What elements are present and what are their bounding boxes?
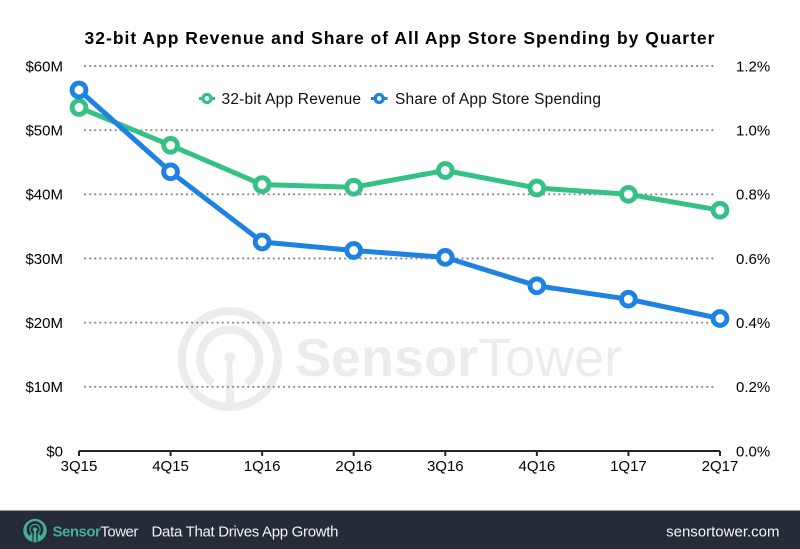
svg-text:1Q17: 1Q17: [610, 458, 647, 475]
svg-text:2Q16: 2Q16: [335, 458, 372, 475]
svg-text:$10M: $10M: [25, 379, 63, 396]
svg-text:4Q15: 4Q15: [152, 458, 189, 475]
svg-text:32-bit App Revenue: 32-bit App Revenue: [222, 91, 362, 108]
svg-text:1.2%: 1.2%: [736, 58, 770, 75]
svg-text:32-bit App Revenue and Share o: 32-bit App Revenue and Share of All App …: [85, 28, 716, 48]
svg-text:$40M: $40M: [25, 187, 63, 204]
svg-text:Share of App Store Spending: Share of App Store Spending: [395, 91, 601, 108]
svg-text:$50M: $50M: [25, 122, 63, 139]
svg-text:sensortower.com: sensortower.com: [666, 524, 779, 541]
svg-text:$60M: $60M: [25, 58, 63, 75]
svg-text:Data That Drives App Growth: Data That Drives App Growth: [152, 523, 339, 540]
svg-text:4Q16: 4Q16: [519, 458, 556, 475]
svg-text:SensorTower: SensorTower: [53, 523, 139, 540]
svg-text:0.8%: 0.8%: [736, 187, 770, 204]
svg-text:SensorTower: SensorTower: [295, 328, 622, 388]
svg-text:2Q17: 2Q17: [702, 458, 739, 475]
svg-text:$20M: $20M: [25, 315, 63, 332]
svg-text:3Q15: 3Q15: [61, 458, 98, 475]
svg-text:1.0%: 1.0%: [736, 122, 770, 139]
svg-text:0.6%: 0.6%: [736, 251, 770, 268]
svg-text:0.2%: 0.2%: [736, 379, 770, 396]
svg-text:3Q16: 3Q16: [427, 458, 464, 475]
svg-text:$30M: $30M: [25, 251, 63, 268]
svg-text:0.4%: 0.4%: [736, 315, 770, 332]
svg-text:0.0%: 0.0%: [736, 443, 770, 460]
svg-text:1Q16: 1Q16: [244, 458, 281, 475]
svg-text:$0: $0: [46, 443, 63, 460]
